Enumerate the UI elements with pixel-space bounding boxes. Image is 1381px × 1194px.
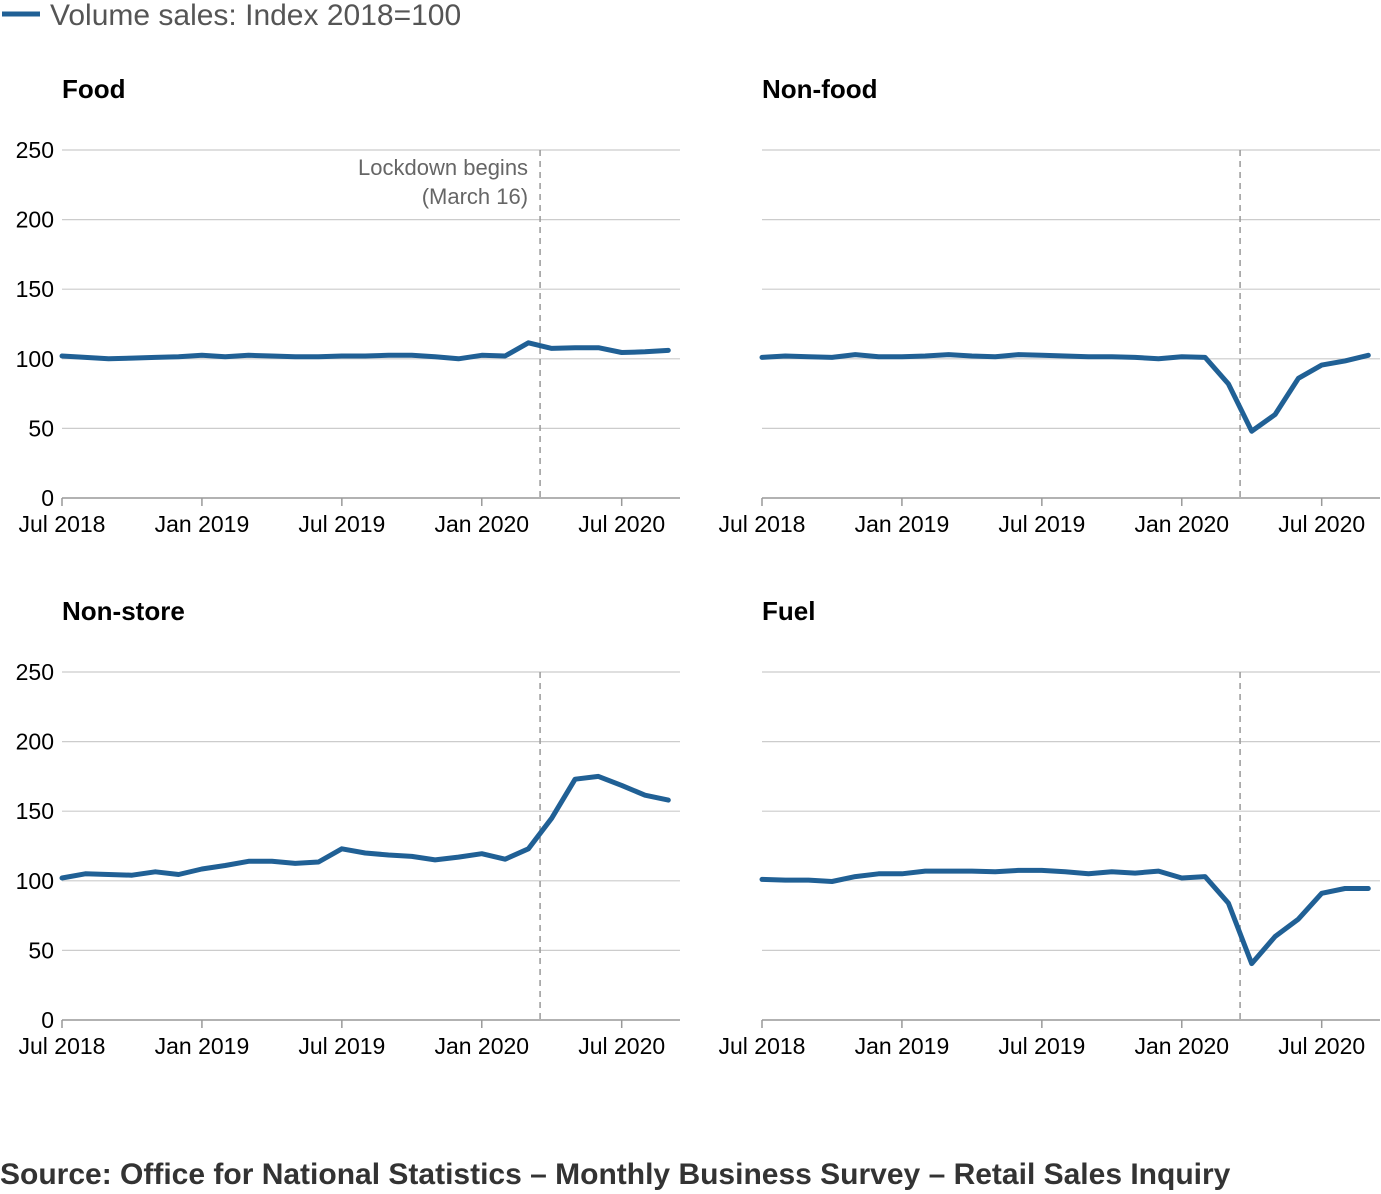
- x-tick-label: Jul 2019: [998, 511, 1085, 537]
- x-tick-label: Jul 2018: [719, 1033, 806, 1059]
- x-tick-label: Jul 2020: [578, 1033, 665, 1059]
- y-tick-label: 0: [41, 485, 54, 511]
- x-tick-label: Jan 2019: [155, 511, 250, 537]
- x-tick-label: Jul 2020: [1278, 1033, 1365, 1059]
- panel-title: Non-store: [62, 596, 185, 626]
- panel-non-store: Non-store 0 50 100 150 200 250 Jul 2018 Jan 2019…: [16, 596, 680, 1059]
- panel-fuel: Fuel Jul 2018 Jan 2019 Jul 2019 Jan 2020 Jul …: [719, 596, 1380, 1059]
- y-tick-label: 50: [28, 937, 54, 963]
- y-tick-label: 200: [16, 207, 54, 233]
- y-tick-label: 250: [16, 137, 54, 163]
- x-tick-label: Jul 2018: [719, 511, 806, 537]
- y-tick-label: 100: [16, 868, 54, 894]
- panel-title: Non-food: [762, 74, 878, 104]
- source-note: Source: Office for National Statistics –…: [0, 1158, 1231, 1191]
- y-tick-label: 200: [16, 729, 54, 755]
- x-tick-label: Jul 2018: [19, 1033, 106, 1059]
- x-tick-label: Jul 2018: [19, 511, 106, 537]
- series-line: [59, 340, 671, 362]
- series-line: [759, 867, 1371, 967]
- x-tick-label: Jul 2020: [578, 511, 665, 537]
- legend: Volume sales: Index 2018=100: [2, 0, 461, 32]
- panel-non-food: Non-food Jul 2018 Jan 2019 Jul 2019 Jan 2020…: [719, 74, 1380, 537]
- x-tick-label: Jan 2020: [1134, 511, 1229, 537]
- y-tick-label: 50: [28, 415, 54, 441]
- lockdown-annotation: (March 16): [422, 184, 528, 209]
- x-tick-label: Jul 2020: [1278, 511, 1365, 537]
- x-tick-label: Jul 2019: [298, 511, 385, 537]
- series-line: [759, 352, 1371, 434]
- panel-title: Food: [62, 74, 126, 104]
- y-tick-label: 100: [16, 346, 54, 372]
- legend-label: Volume sales: Index 2018=100: [50, 0, 461, 32]
- x-tick-label: Jan 2019: [855, 1033, 950, 1059]
- panel-title: Fuel: [762, 596, 815, 626]
- panel-food: Food 0 50 100 150 200 250 Jul 2018 Jan 2019 Jul 2…: [16, 74, 680, 537]
- series-line: [59, 773, 671, 881]
- y-tick-label: 250: [16, 659, 54, 685]
- y-tick-label: 150: [16, 798, 54, 824]
- y-tick-label: 150: [16, 276, 54, 302]
- x-tick-label: Jan 2019: [155, 1033, 250, 1059]
- y-tick-label: 0: [41, 1007, 54, 1033]
- x-tick-label: Jan 2020: [434, 1033, 529, 1059]
- x-tick-label: Jan 2020: [1134, 1033, 1229, 1059]
- x-tick-label: Jul 2019: [998, 1033, 1085, 1059]
- x-tick-label: Jan 2020: [434, 511, 529, 537]
- x-tick-label: Jan 2019: [855, 511, 950, 537]
- lockdown-annotation: Lockdown begins: [358, 155, 528, 180]
- x-tick-label: Jul 2019: [298, 1033, 385, 1059]
